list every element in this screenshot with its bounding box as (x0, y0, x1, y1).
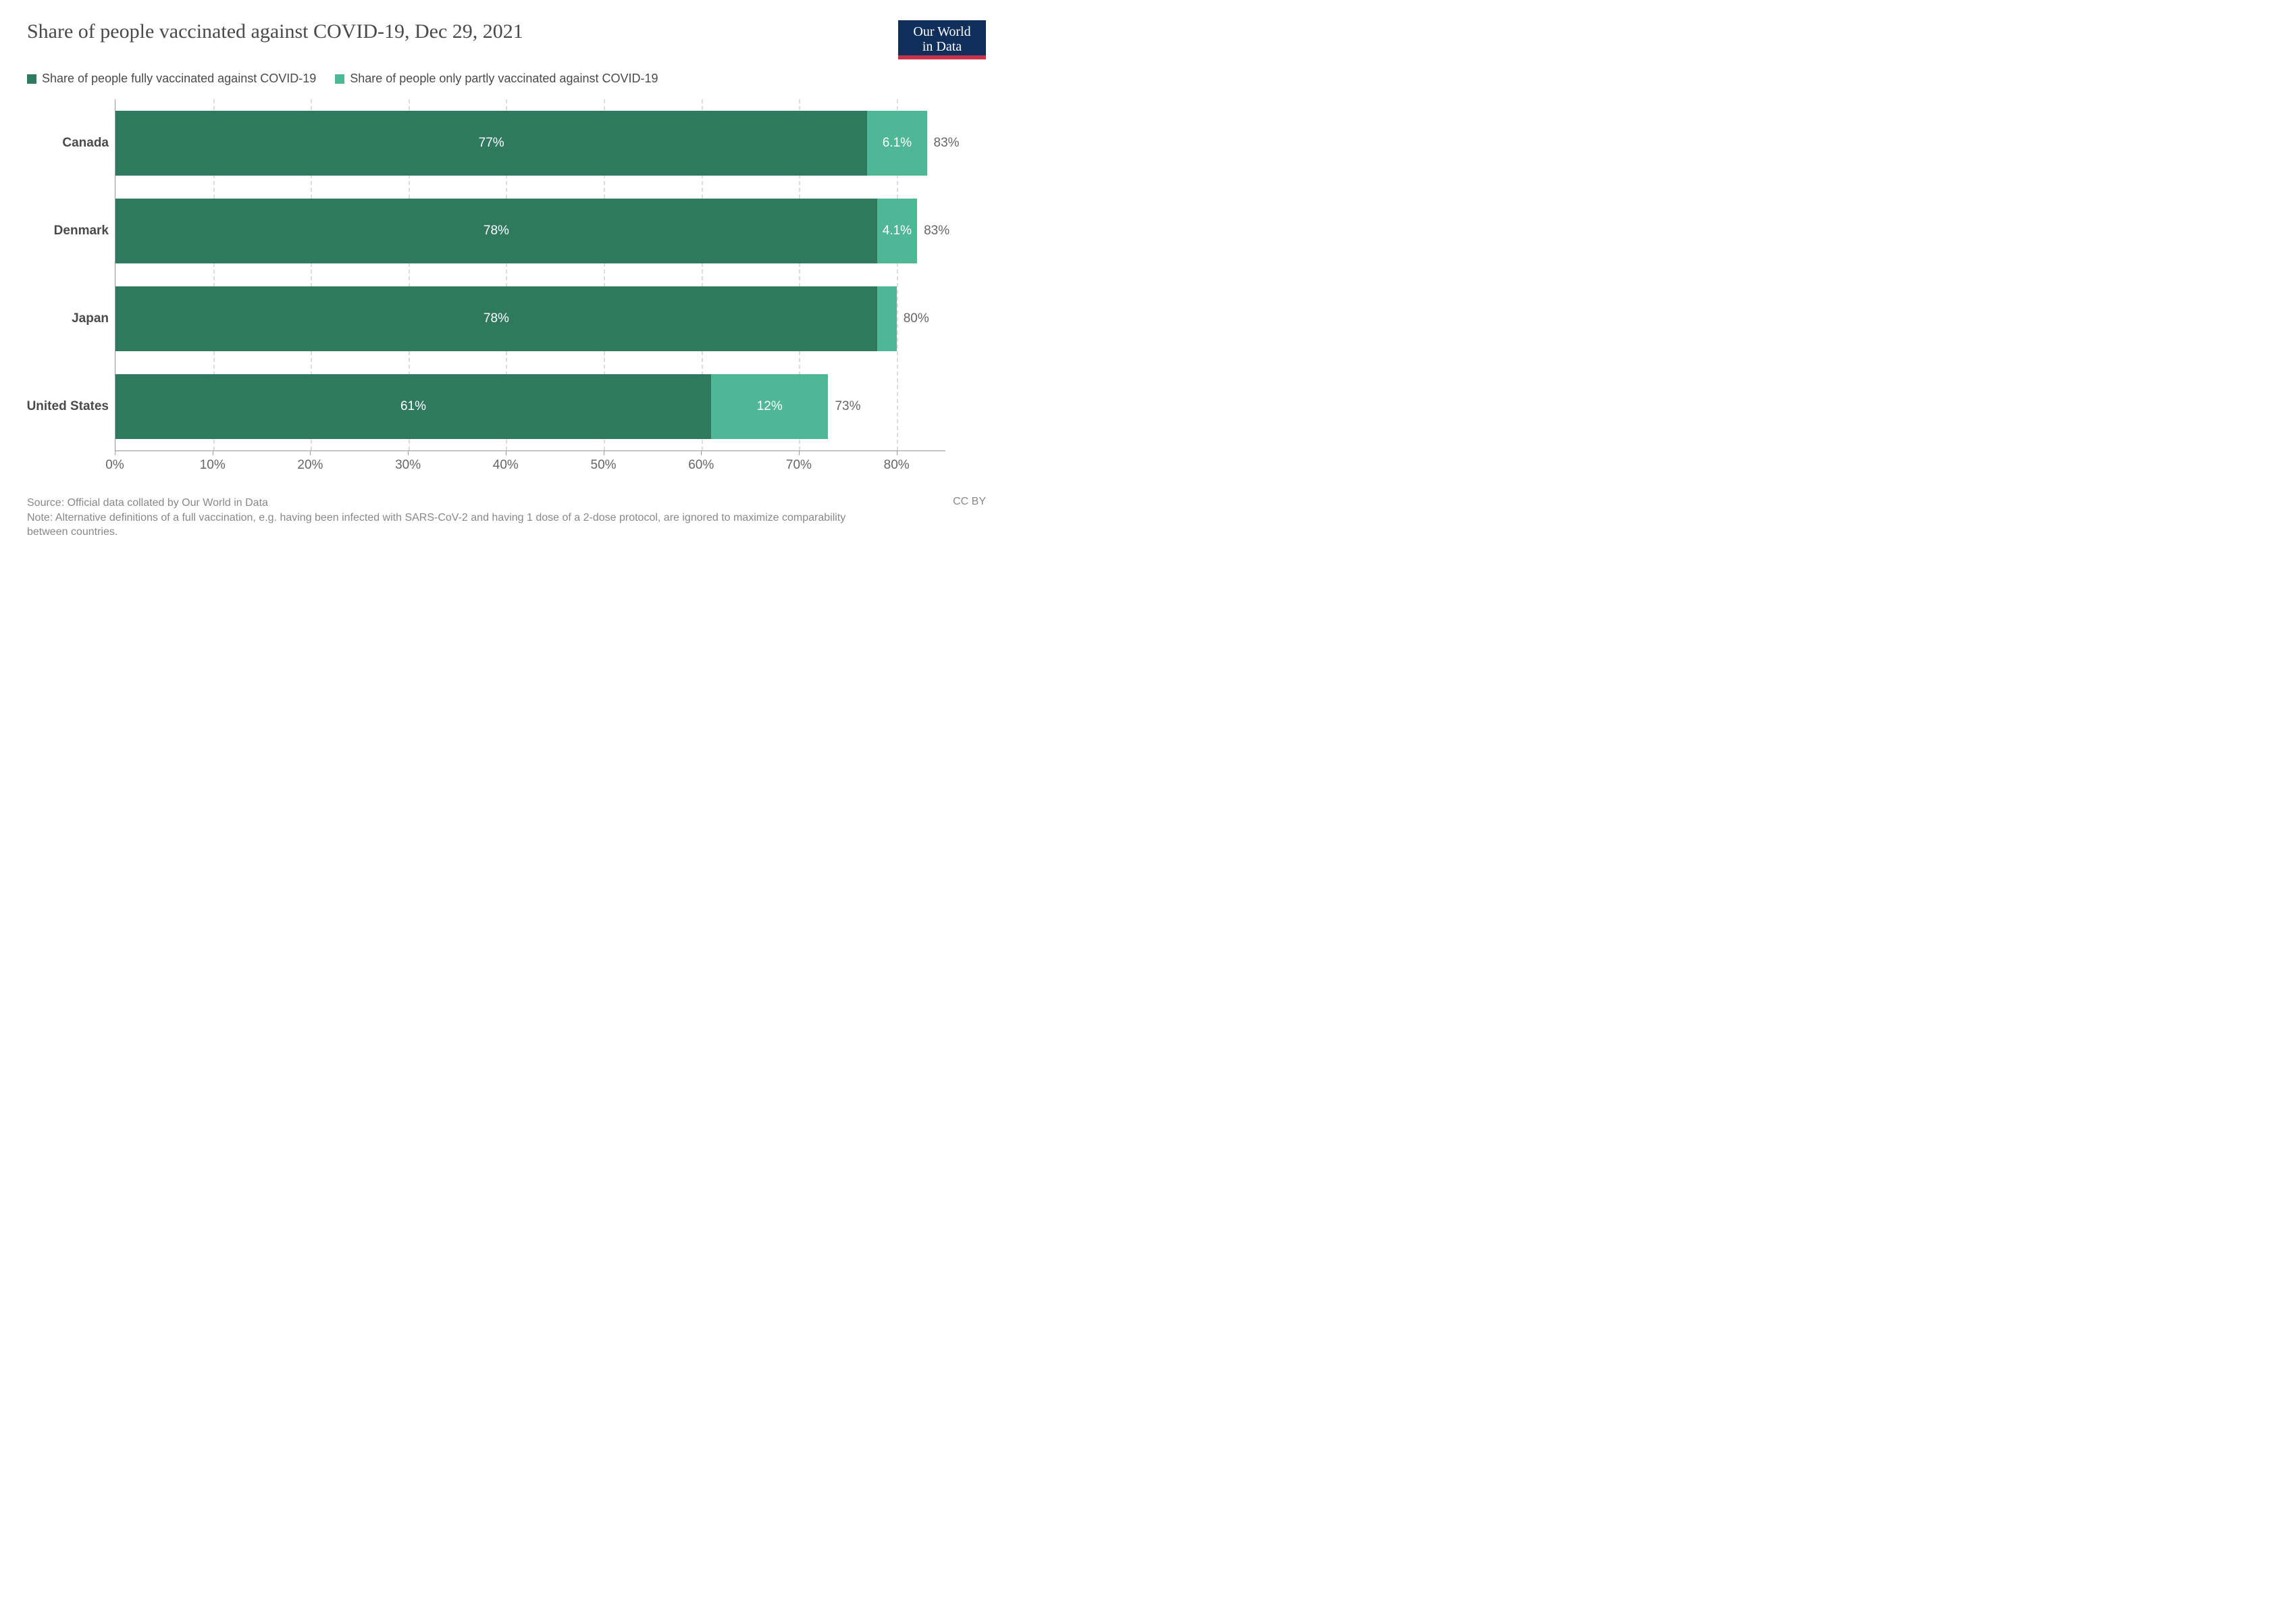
bar-container: 77%6.1%83% (115, 111, 945, 176)
x-axis: 0%10%20%30%40%50%60%70%80% (115, 451, 945, 481)
bar-container: 61%12% 73% (115, 374, 945, 439)
chart-area: Canada77%6.1%83%Denmark78%4.1%83%Japan78… (115, 99, 945, 481)
x-tick: 50% (591, 451, 617, 473)
chart-header: Share of people vaccinated against COVID… (27, 20, 986, 59)
x-tick: 80% (884, 451, 910, 473)
bar-segment-full: 61% (115, 374, 711, 439)
total-label: 80% (904, 311, 929, 326)
legend-label: Share of people only partly vaccinated a… (350, 72, 658, 86)
bar-segment-full: 78% (115, 286, 877, 351)
plot-area: Canada77%6.1%83%Denmark78%4.1%83%Japan78… (115, 99, 945, 451)
bar-segment-full: 77% (115, 111, 867, 176)
source-text: Source: Official data collated by Our Wo… (27, 496, 851, 511)
logo-accent-bar (898, 55, 986, 59)
total-label: 83% (924, 224, 949, 238)
x-tick: 40% (493, 451, 519, 473)
legend-label: Share of people fully vaccinated against… (42, 72, 316, 86)
legend-swatch (335, 74, 344, 84)
bar-container: 78% 80% (115, 286, 945, 351)
bar-segment-partial: 4.1% (877, 199, 917, 263)
legend-item: Share of people fully vaccinated against… (27, 72, 316, 86)
total-label: 73% (835, 399, 860, 414)
legend-swatch (27, 74, 36, 84)
chart-row: United States61%12%73% (115, 363, 945, 451)
note-text: Note: Alternative definitions of a full … (27, 511, 851, 540)
logo-line1: Our World (905, 24, 979, 39)
logo-text: Our World in Data (898, 20, 986, 55)
bar-segment-full: 78% (115, 199, 877, 263)
x-tick: 60% (688, 451, 714, 473)
country-label: Denmark (21, 224, 109, 238)
x-tick: 10% (200, 451, 226, 473)
chart-row: Japan78%80% (115, 275, 945, 363)
chart-footer: Source: Official data collated by Our Wo… (27, 496, 986, 540)
license-text: CC BY (953, 496, 986, 508)
bar-segment-partial (877, 286, 897, 351)
country-label: Canada (21, 136, 109, 151)
logo-line2: in Data (905, 39, 979, 54)
footer-notes: Source: Official data collated by Our Wo… (27, 496, 851, 540)
bar-segment-partial: 12% (711, 374, 829, 439)
x-tick: 0% (105, 451, 124, 473)
x-tick: 70% (786, 451, 812, 473)
chart-legend: Share of people fully vaccinated against… (27, 72, 986, 86)
owid-logo: Our World in Data (898, 20, 986, 59)
x-tick: 20% (297, 451, 323, 473)
country-label: Japan (21, 311, 109, 326)
total-label: 83% (934, 136, 960, 151)
bar-segment-partial: 6.1% (867, 111, 927, 176)
country-label: United States (21, 399, 109, 414)
x-tick: 30% (395, 451, 421, 473)
chart-row: Denmark78%4.1%83% (115, 187, 945, 275)
chart-row: Canada77%6.1%83% (115, 99, 945, 187)
bar-container: 78%4.1%83% (115, 199, 945, 263)
legend-item: Share of people only partly vaccinated a… (335, 72, 658, 86)
chart-title: Share of people vaccinated against COVID… (27, 20, 523, 43)
